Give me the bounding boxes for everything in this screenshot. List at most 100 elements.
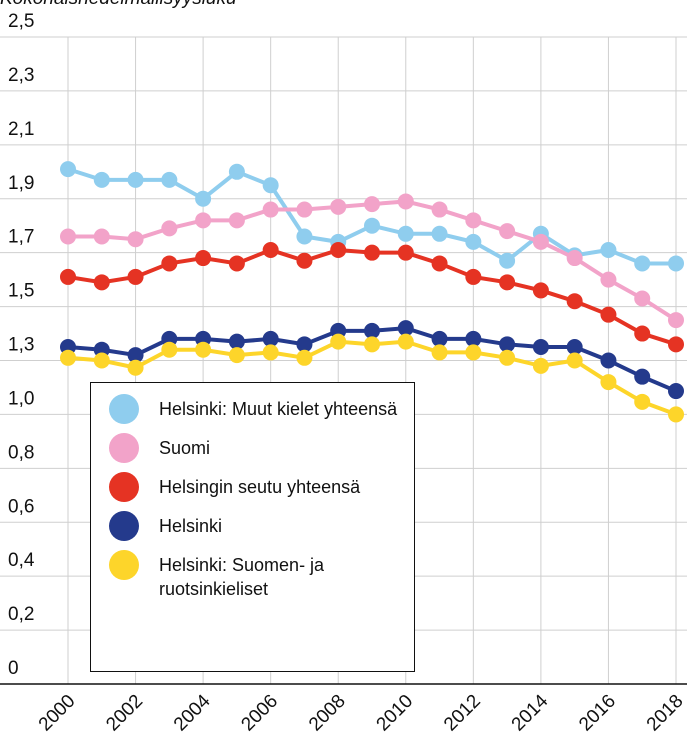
point: [161, 171, 178, 188]
point: [600, 271, 617, 288]
point: [93, 352, 110, 369]
y-tick-label: 0,6: [8, 496, 34, 517]
point: [127, 231, 144, 248]
point: [228, 212, 245, 229]
legend-swatch: [109, 394, 139, 424]
point: [397, 320, 414, 337]
point: [668, 255, 684, 272]
point: [364, 196, 380, 213]
x-tick-label: 2004: [170, 690, 215, 735]
x-tick-label: 2008: [305, 691, 350, 736]
y-tick-label: 1,9: [8, 173, 34, 194]
point: [262, 201, 279, 218]
y-tick-label: 0,8: [8, 442, 34, 463]
y-tick-label: 1,7: [8, 227, 34, 248]
point: [228, 333, 245, 350]
x-tick-label: 2000: [35, 691, 80, 736]
point: [228, 163, 245, 180]
point: [60, 349, 76, 366]
point: [296, 252, 313, 269]
point: [195, 250, 212, 267]
point: [364, 217, 380, 234]
y-tick-label: 0,2: [8, 604, 34, 625]
point: [465, 233, 482, 250]
legend-swatch: [109, 511, 139, 541]
point: [499, 336, 516, 353]
y-tick-label: 1,3: [8, 335, 34, 356]
point: [93, 228, 110, 245]
point: [499, 274, 516, 291]
point: [127, 268, 144, 285]
point: [330, 241, 347, 258]
point: [600, 374, 617, 391]
point: [566, 352, 583, 369]
x-tick-label: 2006: [237, 691, 282, 736]
x-tick-label: 2014: [508, 690, 553, 735]
point: [296, 228, 313, 245]
point: [431, 225, 448, 242]
point: [566, 250, 583, 267]
point: [195, 212, 212, 229]
point: [634, 255, 651, 272]
point: [499, 252, 516, 269]
x-tick-label: 2016: [575, 691, 620, 736]
legend-label: Helsinki: Suomen- ja ruotsinkieliset: [159, 555, 325, 599]
point: [499, 223, 516, 240]
point: [634, 290, 651, 307]
point: [60, 161, 76, 178]
point: [600, 352, 617, 369]
point: [600, 241, 617, 258]
x-tick-label: 2002: [102, 691, 147, 736]
point: [296, 336, 313, 353]
legend-swatch: [109, 433, 139, 463]
point: [532, 233, 549, 250]
point: [161, 220, 178, 237]
legend-swatch: [109, 472, 139, 502]
point: [262, 330, 279, 347]
point: [668, 336, 684, 353]
point: [262, 344, 279, 361]
point: [397, 244, 414, 261]
chart-title: Kokonaishedelmällisyysluku: [0, 0, 237, 9]
legend-item: Suomi: [109, 433, 404, 463]
y-tick-label: 2,3: [8, 65, 34, 86]
point: [364, 244, 380, 261]
point: [397, 333, 414, 350]
y-tick-label: 0: [8, 658, 19, 679]
x-tick-label: 2012: [440, 691, 485, 736]
legend-item: Helsinki: [109, 511, 404, 541]
point: [195, 190, 212, 207]
legend-label: Helsinki: [159, 516, 223, 536]
point: [127, 171, 144, 188]
point: [127, 359, 144, 376]
point: [465, 212, 482, 229]
point: [600, 306, 617, 323]
y-tick-label: 1,0: [8, 388, 34, 409]
point: [431, 344, 448, 361]
point: [397, 225, 414, 242]
point: [330, 333, 347, 350]
point: [499, 349, 516, 366]
point: [93, 274, 110, 291]
point: [634, 368, 651, 385]
legend: Helsinki: Muut kielet yhteensä Suomi Helsi…: [90, 382, 415, 672]
point: [262, 241, 279, 258]
x-tick-label: 2018: [643, 691, 687, 736]
point: [127, 347, 144, 364]
point: [262, 177, 279, 194]
point: [364, 322, 380, 339]
point: [296, 349, 313, 366]
point: [161, 341, 178, 358]
point: [228, 347, 245, 364]
point: [364, 336, 380, 353]
point: [668, 383, 684, 400]
point: [465, 330, 482, 347]
legend-item: Helsinki: Suomen- ja ruotsinkieliset: [109, 550, 404, 601]
point: [532, 357, 549, 374]
point: [465, 344, 482, 361]
y-tick-label: 2,5: [8, 11, 34, 32]
point: [93, 171, 110, 188]
legend-item: Helsinki: Muut kielet yhteensä: [109, 394, 404, 424]
point: [161, 255, 178, 272]
point: [566, 293, 583, 310]
